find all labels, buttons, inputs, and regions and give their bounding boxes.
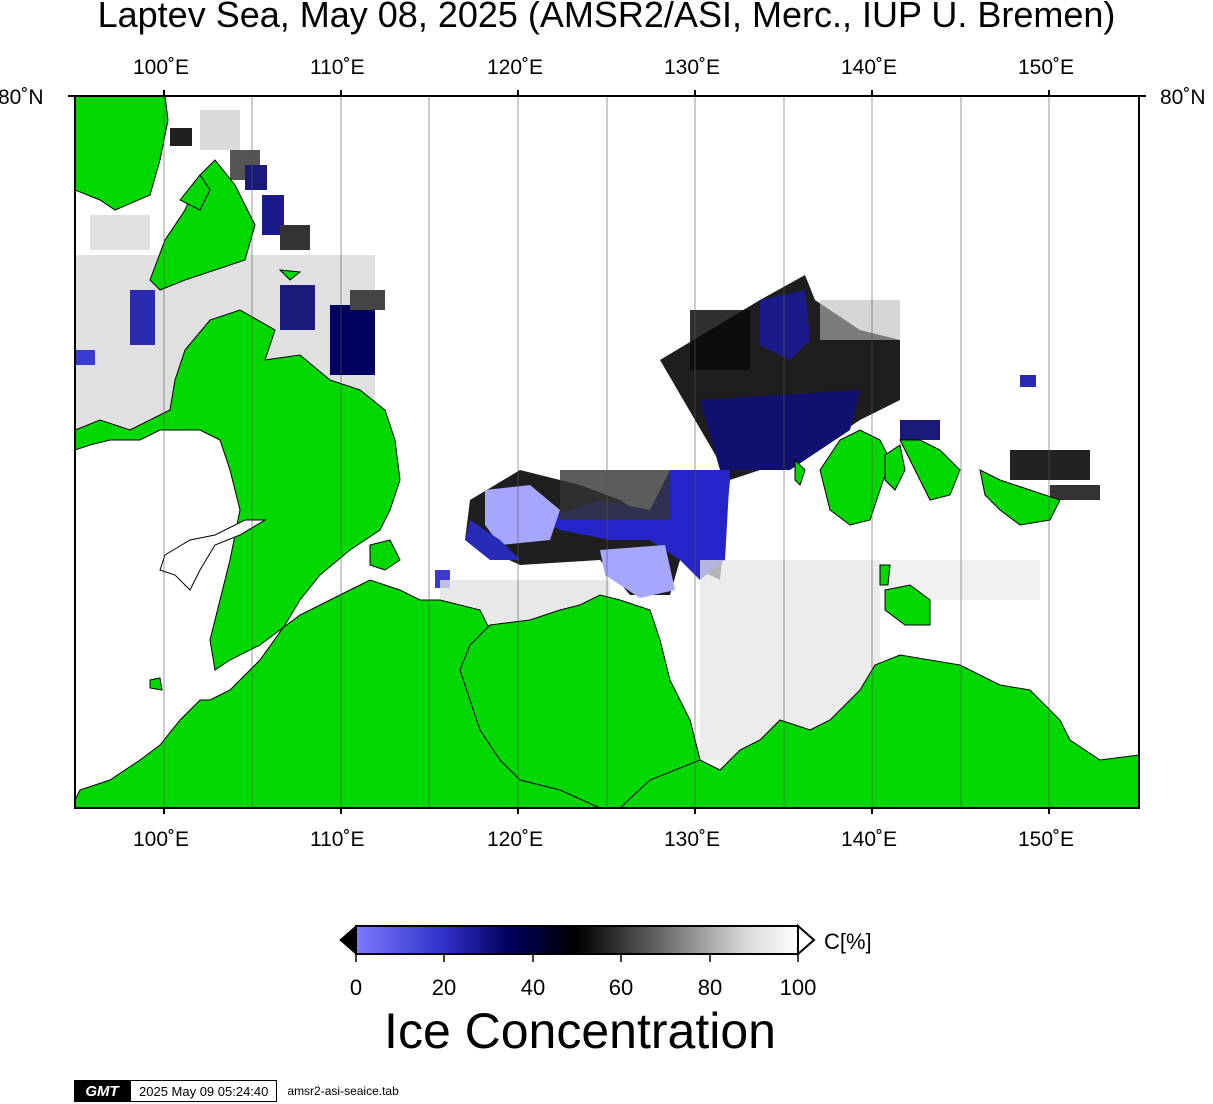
land-small-island-1: [979, 469, 1061, 526]
colorbar-gradient: [355, 925, 799, 955]
lon-label-bottom-110: 110˚E: [310, 828, 365, 851]
colorbar-tick-20: 20: [431, 975, 457, 1000]
colorbar-title: Ice Concentration: [384, 1003, 776, 1059]
graticule: [163, 96, 1050, 808]
colorbar-ticks: [355, 954, 799, 962]
lon-label-bottom-150: 150˚E: [1018, 828, 1075, 851]
frame-ticks: [68, 90, 1146, 814]
lat-label-left: 80˚N: [0, 86, 44, 109]
land-severnaya-zemlya-north: [75, 96, 169, 211]
land-bolshevik-island: [179, 174, 211, 211]
map-title: Laptev Sea, May 08, 2025 (AMSR2/ASI, Mer…: [97, 0, 1116, 35]
land-small-island-2: [884, 584, 931, 626]
lake-taymyr: [159, 519, 267, 591]
source-filename: amsr2-asi-seaice.tab: [287, 1084, 399, 1098]
land-faddeyevsky-island: [884, 444, 906, 491]
timestamp-text: 2025 May 09 05:24:40: [130, 1080, 278, 1102]
colorbar-tick-100: 100: [779, 975, 817, 1000]
colorbar-high-triangle: [797, 923, 816, 957]
land-small-island-7: [149, 677, 163, 691]
gmt-timestamp: GMT 2025 May 09 05:24:40 amsr2-asi-seaic…: [74, 1080, 399, 1102]
central-ice-mass: [435, 275, 1100, 598]
dark-ice-strip: [75, 128, 385, 375]
lon-label-bottom-100: 100˚E: [133, 828, 190, 851]
lon-label-top-150: 150˚E: [1018, 56, 1075, 79]
land-small-island-4: [879, 564, 891, 586]
lon-label-top-130: 130˚E: [664, 56, 721, 79]
land-small-island-3: [794, 458, 806, 486]
colorbar-unit: C[%]: [824, 929, 872, 954]
land-small-island-5: [369, 539, 401, 571]
land-new-siberia-island: [899, 439, 961, 501]
colorbar-low-triangle: [339, 924, 357, 956]
colorbar-tick-0: 0: [349, 975, 363, 1000]
lon-label-bottom-120: 120˚E: [487, 828, 544, 851]
colorbar-tick-60: 60: [608, 975, 634, 1000]
lon-label-top-120: 120˚E: [487, 56, 544, 79]
colorbar-tick-80: 80: [697, 975, 723, 1000]
colorbar-tick-40: 40: [520, 975, 546, 1000]
lon-label-bottom-130: 130˚E: [664, 828, 721, 851]
lon-label-top-140: 140˚E: [841, 56, 898, 79]
lat-label-right: 80˚N: [1160, 86, 1206, 109]
land-lena-delta: [459, 594, 701, 808]
colorbar: [339, 923, 816, 962]
land-small-island-6: [278, 269, 302, 281]
land-october-revolution-island: [149, 159, 256, 291]
map-frame: [74, 95, 1140, 809]
lon-label-top-110: 110˚E: [310, 56, 365, 79]
lon-label-top-100: 100˚E: [133, 56, 190, 79]
gmt-logo: GMT: [74, 1080, 130, 1102]
lon-label-bottom-140: 140˚E: [841, 828, 898, 851]
